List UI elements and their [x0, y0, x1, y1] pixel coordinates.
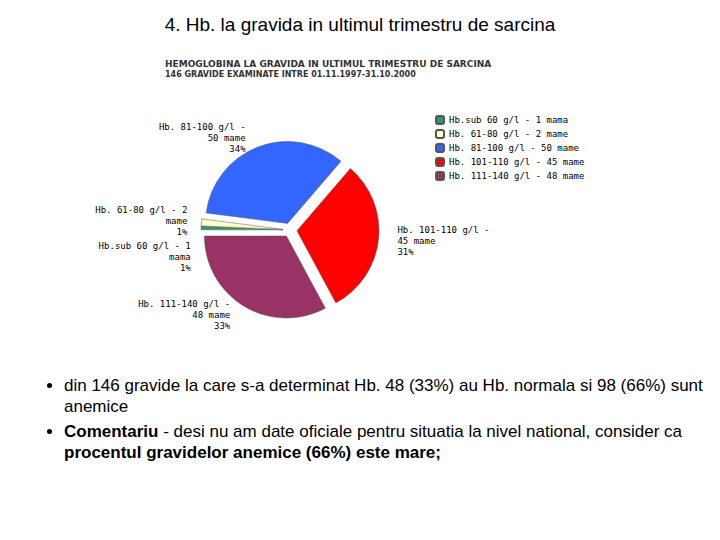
html-text:Comentariu - desi nu am date o: Comentariu - desi nu am date oficiale pe… — [64, 422, 682, 441]
html-text:4. Hb. la gravida in ultimul t: 4. Hb. la gravida in ultimul trimestru d… — [164, 14, 556, 35]
svg-text:Hb.sub 60 g/l - 1 mama: Hb.sub 60 g/l - 1 mama — [449, 115, 568, 125]
svg-text:Hb. 101-110 g/l - 45 mame: Hb. 101-110 g/l - 45 mame — [449, 157, 584, 167]
svg-text:1%: 1% — [177, 227, 188, 237]
html-text:procentul gravidelor anemice (: procentul gravidelor anemice (66%) este … — [64, 443, 441, 462]
svg-text:50 mame: 50 mame — [208, 133, 246, 143]
svg-text:Hb. 101-110 g/l -: Hb. 101-110 g/l - — [397, 225, 489, 235]
svg-text:146 GRAVIDE EXAMINATE INTRE 01: 146 GRAVIDE EXAMINATE INTRE 01.11.1997-3… — [165, 70, 416, 79]
svg-text:1%: 1% — [180, 263, 191, 273]
svg-text:Hb. 111-140 g/l -: Hb. 111-140 g/l - — [138, 299, 230, 309]
svg-text:mama: mama — [169, 252, 191, 262]
svg-text:Hb. 81-100 g/l - 50 mame: Hb. 81-100 g/l - 50 mame — [449, 143, 579, 153]
svg-text:Hb. 111-140 g/l - 48 mame: Hb. 111-140 g/l - 48 mame — [449, 171, 584, 181]
svg-text:48 mame: 48 mame — [192, 310, 230, 320]
svg-text:34%: 34% — [229, 144, 246, 154]
svg-text:Hb.sub 60 g/l - 1: Hb.sub 60 g/l - 1 — [99, 241, 191, 251]
svg-text:Hb. 61-80 g/l - 2 mame: Hb. 61-80 g/l - 2 mame — [449, 129, 568, 139]
svg-text:mame: mame — [166, 216, 188, 226]
svg-text:31%: 31% — [397, 247, 414, 257]
svg-text:HEMOGLOBINA LA GRAVIDA IN ULTI: HEMOGLOBINA LA GRAVIDA IN ULTIMUL TRIMES… — [165, 59, 491, 69]
html-text:din 146 gravide la care s-a de: din 146 gravide la care s-a determinat H… — [64, 376, 703, 416]
svg-text:Hb. 81-100 g/l -: Hb. 81-100 g/l - — [159, 122, 246, 132]
svg-text:45 mame: 45 mame — [397, 236, 435, 246]
svg-text:Hb. 61-80 g/l - 2: Hb. 61-80 g/l - 2 — [95, 205, 187, 215]
svg-text:33%: 33% — [214, 321, 231, 331]
